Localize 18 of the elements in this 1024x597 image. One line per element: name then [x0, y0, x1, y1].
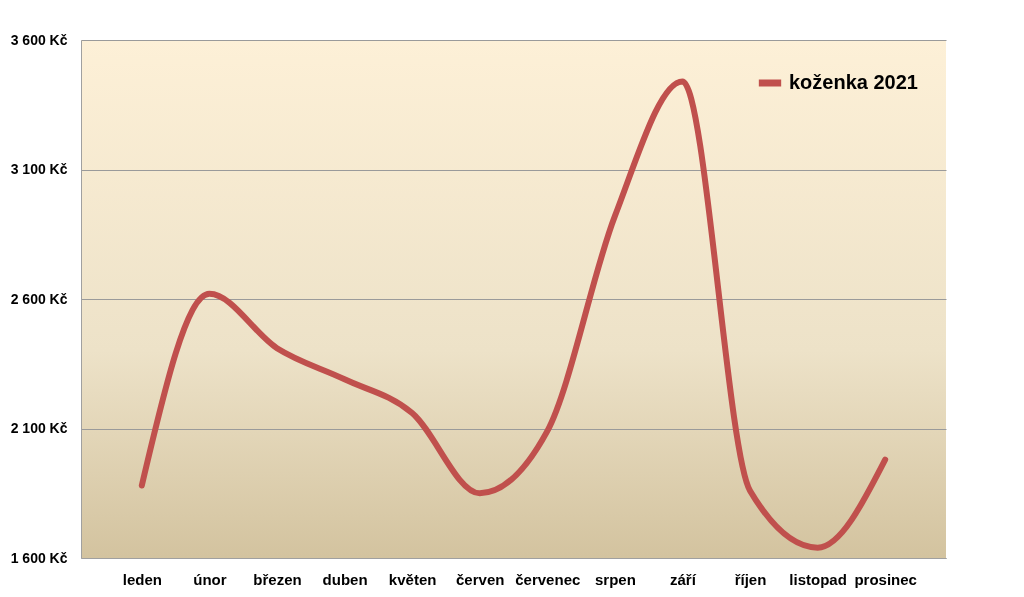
y-tick-label: 1 600 Kč	[10, 549, 68, 566]
x-tick-label: listopad	[789, 570, 847, 588]
legend-label: koženka 2021	[789, 71, 918, 93]
x-tick-label: duben	[322, 570, 368, 588]
x-tick-label: srpen	[594, 570, 636, 588]
y-tick-label: 3 600 Kč	[10, 31, 68, 48]
x-tick-label: červenec	[515, 570, 581, 588]
x-tick-label: červen	[456, 570, 505, 588]
x-tick-label: leden	[122, 570, 162, 588]
x-tick-label: květen	[388, 570, 437, 588]
x-tick-label: březen	[253, 570, 302, 588]
y-tick-label: 2 600 Kč	[10, 290, 68, 307]
x-tick-label: únor	[193, 570, 227, 588]
y-tick-label: 3 100 Kč	[10, 161, 68, 177]
x-tick-label: září	[670, 570, 697, 588]
x-tick-label: prosinec	[854, 570, 917, 588]
x-tick-label: říjen	[734, 570, 767, 588]
y-tick-label: 2 100 Kč	[10, 420, 68, 436]
